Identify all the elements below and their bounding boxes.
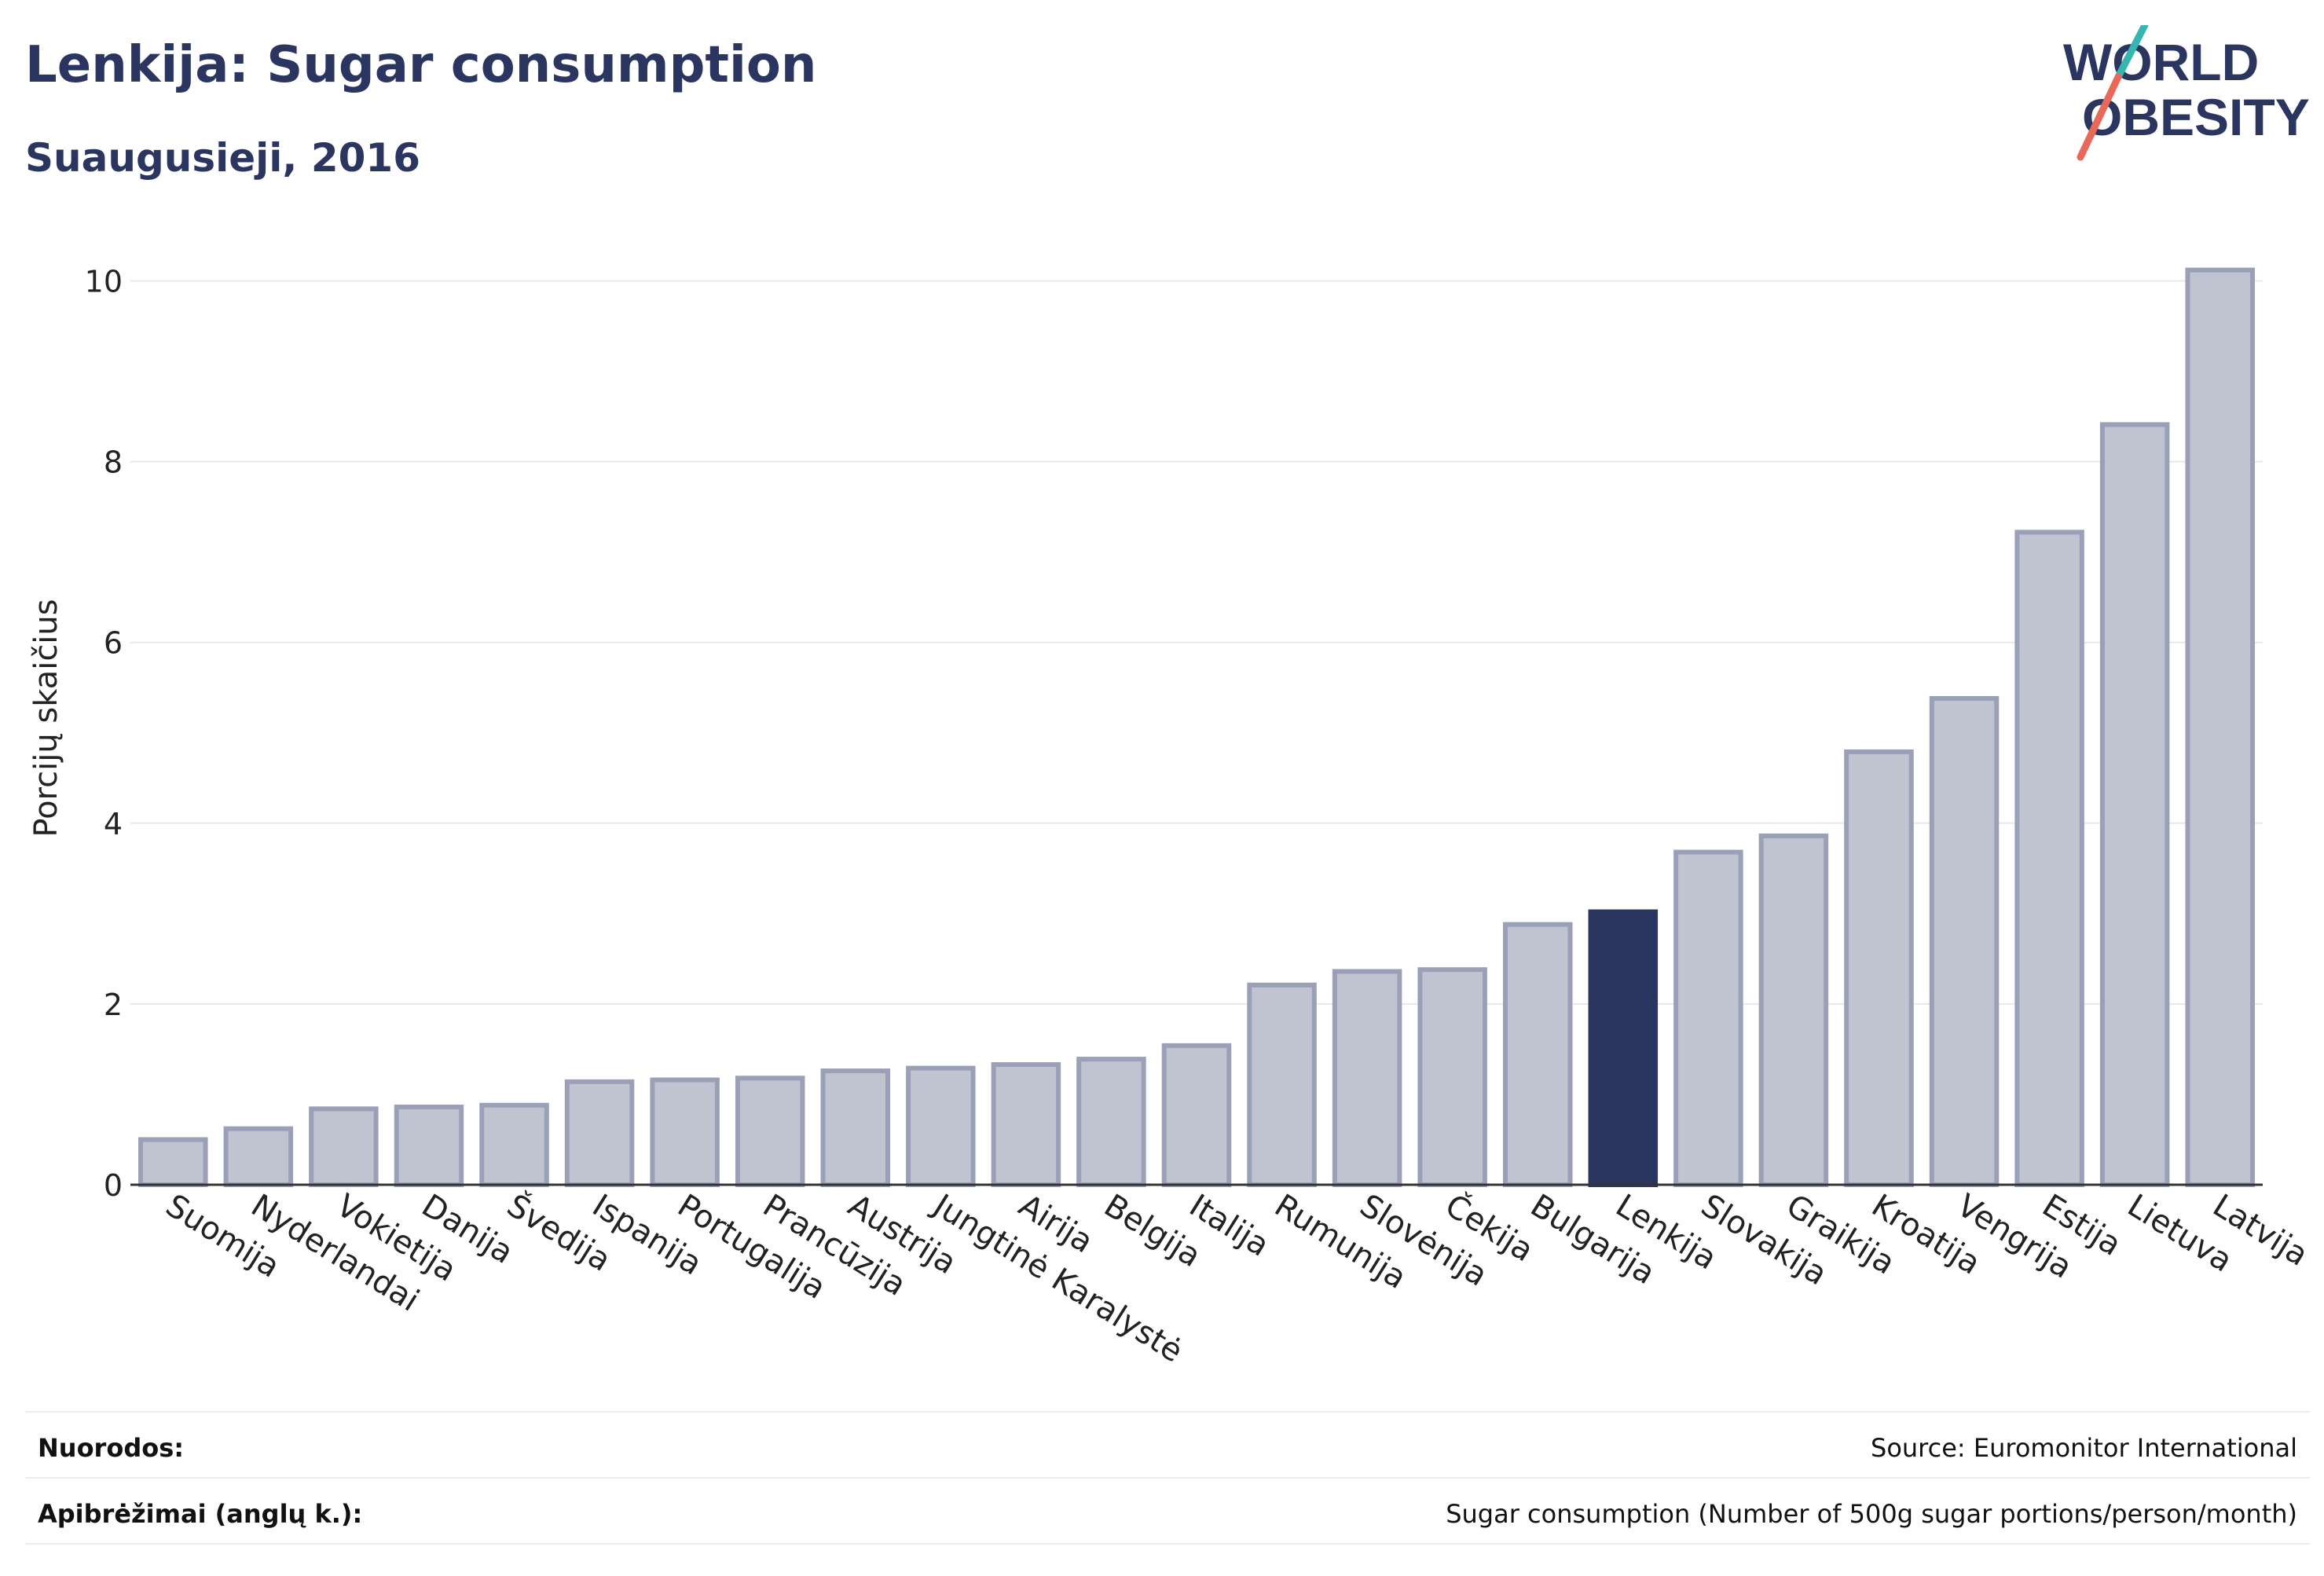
bar-3 (309, 1106, 379, 1187)
bar-24 (2099, 422, 2170, 1187)
bar-17 (1502, 922, 1573, 1187)
bar-18 (1588, 909, 1659, 1187)
bar-15 (1332, 969, 1402, 1188)
bar-13 (1161, 1043, 1232, 1187)
footer-references-row: Nuorodos: Source: Euromonitor Internatio… (25, 1411, 2310, 1479)
x-tick-label: Belgija (1098, 1187, 1207, 1274)
y-tick-label: 8 (104, 445, 123, 480)
bar-14 (1247, 982, 1317, 1187)
definitions-label: Apibrėžimai (anglų k.): (38, 1499, 363, 1529)
bar-25 (2185, 267, 2255, 1187)
bar-4 (394, 1105, 464, 1188)
bar-23 (2014, 530, 2084, 1187)
bar-16 (1417, 967, 1487, 1187)
bar-9 (820, 1068, 891, 1188)
y-tick-label: 2 (104, 988, 123, 1022)
references-label: Nuorodos: (38, 1433, 185, 1463)
bar-11 (991, 1061, 1061, 1188)
bar-22 (1929, 696, 2000, 1187)
logo-line2: OBESITY (2082, 88, 2310, 146)
y-tick-label: 4 (104, 807, 123, 841)
bars (138, 267, 2255, 1188)
bar-21 (1844, 749, 1914, 1187)
world-obesity-logo: WORLD OBESITY (2063, 25, 2310, 161)
bar-8 (735, 1076, 805, 1187)
bar-19 (1673, 849, 1743, 1187)
bar-chart: 0 2 4 6 8 10 SuomijaNyderlandaiVokietijaDanij… (28, 265, 2315, 1370)
bar-20 (1758, 833, 1829, 1187)
y-axis-label: Porcijų skaičius (28, 599, 64, 837)
footer-definitions-row: Apibrėžimai (anglų k.): Sugar consumptio… (25, 1477, 2310, 1545)
footer-divider (25, 1543, 2310, 1545)
bar-5 (479, 1102, 549, 1187)
y-tick-label: 0 (104, 1168, 123, 1203)
y-tick-label: 10 (85, 265, 123, 299)
bar-1 (138, 1137, 208, 1188)
logo-line1: WORLD (2063, 33, 2259, 91)
page-subtitle: Suaugusieji, 2016 (25, 135, 420, 181)
bar-2 (223, 1126, 294, 1188)
definitions-value: Sugar consumption (Number of 500g sugar … (1446, 1499, 2297, 1529)
y-tick-label: 6 (104, 626, 123, 661)
page-title: Lenkija: Sugar consumption (25, 36, 817, 94)
references-value: Source: Euromonitor International (1871, 1433, 2297, 1463)
y-tick-labels: 0 2 4 6 8 10 (85, 265, 123, 1203)
bar-6 (564, 1079, 635, 1187)
x-tick-labels: SuomijaNyderlandaiVokietijaDanijaŠvedija… (159, 1186, 2315, 1370)
bar-7 (650, 1077, 720, 1188)
bar-12 (1076, 1057, 1146, 1188)
bar-10 (906, 1065, 976, 1188)
